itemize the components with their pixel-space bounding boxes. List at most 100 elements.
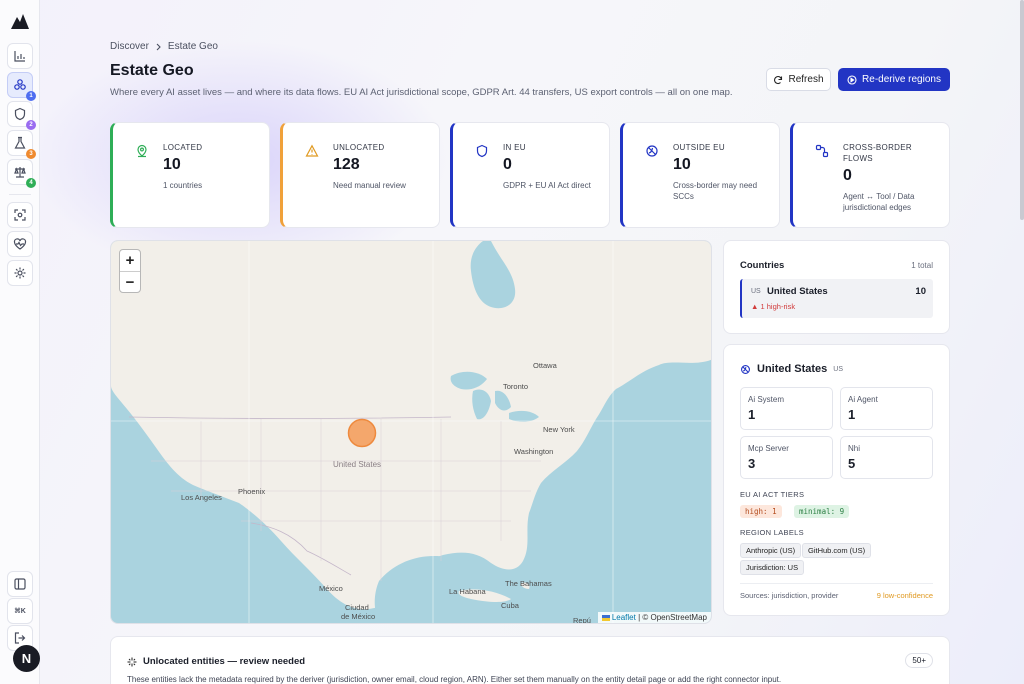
stat-card-outside-eu: OUTSIDE EU 10 Cross-border may need SCCs (620, 122, 780, 228)
map-label-mexico: México (319, 584, 343, 593)
command-palette-button[interactable]: ⌘K (7, 598, 33, 624)
detail-sources: Sources: jurisdiction, provider (740, 591, 839, 600)
page-subtitle: Where every AI asset lives — and where i… (110, 87, 733, 98)
sidebar: 1 2 3 4 ⌘K (0, 0, 40, 684)
sidebar-item-compliance[interactable]: 4 (7, 159, 36, 188)
map[interactable]: + − Ottawa Toronto New York Washington U… (110, 240, 712, 624)
unlocated-count-badge: 50+ (905, 653, 933, 668)
sidebar-item-estate[interactable]: 1 (7, 72, 36, 101)
tiers-title: EU AI ACT TIERS (740, 490, 805, 499)
gear-icon (14, 267, 26, 279)
flow-icon (815, 144, 829, 158)
map-label-los-angeles: Los Angeles (181, 493, 222, 502)
stat-card-in-eu: IN EU 0 GDPR + EU AI Act direct (450, 122, 610, 228)
region-label-chip: GitHub.com (US) (802, 543, 872, 558)
unlocated-title: Unlocated entities — review needed (127, 656, 305, 667)
map-label-new-york: New York (543, 425, 575, 434)
map-attribution: Leaflet | © OpenStreetMap (597, 612, 711, 623)
stat-sub: Cross-border may need SCCs (673, 181, 758, 201)
map-marker-united-states[interactable] (347, 418, 377, 448)
sidebar-item-lab[interactable]: 3 (7, 130, 36, 159)
zoom-in-button[interactable]: + (125, 252, 135, 269)
sidebar-collapse-button[interactable] (7, 571, 33, 597)
region-label-chip: Anthropic (US) (740, 543, 802, 558)
tile-value: 3 (748, 456, 756, 471)
leaflet-link[interactable]: Leaflet (611, 613, 636, 622)
zoom-out-button[interactable]: − (120, 271, 140, 292)
map-tiles (111, 241, 711, 623)
tile-label: Mcp Server (748, 444, 789, 453)
refresh-button[interactable]: Refresh (766, 68, 831, 91)
avatar[interactable]: N (13, 645, 40, 672)
country-name: United States (767, 286, 828, 297)
breadcrumb-discover[interactable]: Discover (110, 41, 149, 52)
sidebar-divider (9, 194, 31, 195)
scale-icon (14, 167, 26, 178)
stat-value: 10 (673, 156, 691, 173)
stat-card-located: LOCATED 10 1 countries (110, 122, 270, 228)
tile-label: Nhi (848, 444, 861, 453)
sidebar-item-health[interactable] (7, 231, 33, 257)
region-labels-title: REGION LABELS (740, 528, 804, 537)
tile-label: Ai Agent (848, 395, 878, 404)
zoom-control: + − (119, 249, 141, 293)
page-title: Estate Geo (110, 62, 194, 79)
stat-sub: Need manual review (333, 181, 406, 190)
map-label-united-states: United States (333, 460, 382, 469)
unlocated-panel: Unlocated entities — review needed 50+ T… (110, 636, 950, 684)
map-label-toronto: Toronto (503, 382, 529, 391)
map-label-ciudad: Ciudad (345, 603, 369, 612)
sidebar-item-shield[interactable]: 2 (7, 101, 36, 130)
tile-mcp-server: Mcp Server 3 (740, 436, 833, 479)
stat-label: OUTSIDE EU (673, 143, 725, 152)
stat-label: LOCATED (163, 143, 203, 152)
stat-value: 10 (163, 156, 181, 173)
chevron-right-icon (156, 43, 161, 50)
sidebar-badge: 3 (26, 149, 36, 159)
tile-ai-agent: Ai Agent 1 (840, 387, 933, 430)
tile-nhi: Nhi 5 (840, 436, 933, 479)
stat-sub: 1 countries (163, 181, 203, 190)
stat-label: UNLOCATED (333, 143, 385, 152)
refresh-icon (774, 75, 783, 84)
stat-value: 0 (843, 167, 852, 184)
map-pin-icon (137, 144, 147, 158)
mountain-logo-icon[interactable] (9, 11, 31, 31)
stat-sub: GDPR + EU AI Act direct (503, 181, 591, 190)
sidebar-item-analytics[interactable] (7, 43, 33, 69)
map-label-de-mexico: de México (341, 612, 376, 621)
country-count: 10 (915, 286, 926, 297)
countries-total: 1 total (911, 261, 933, 270)
osm-attribution[interactable]: | © OpenStreetMap (638, 613, 707, 622)
sidebar-item-scan[interactable] (7, 202, 33, 228)
scan-icon (14, 209, 26, 221)
country-detail-panel: United States US Ai System 1 Ai Agent 1 … (723, 344, 950, 616)
countries-title: Countries (740, 260, 785, 271)
rederive-regions-button[interactable]: Re-derive regions (838, 68, 950, 91)
unlocated-title-text: Unlocated entities — review needed (143, 656, 306, 667)
region-label-chip: Jurisdiction: US (740, 560, 805, 575)
page-scrollbar[interactable] (1020, 0, 1024, 220)
breadcrumb-estate-geo: Estate Geo (167, 41, 218, 52)
low-confidence-count[interactable]: 9 low-confidence (876, 591, 933, 600)
ukraine-flag-icon (601, 614, 610, 621)
detail-country: United States (757, 363, 828, 375)
play-circle-icon (847, 74, 857, 85)
stat-card-cross-border: CROSS-BORDER FLOWS 0 Agent ↔ Tool / Data… (790, 122, 950, 228)
tile-value: 1 (848, 407, 856, 422)
map-label-republic: Repú (573, 616, 591, 624)
stat-sub: Agent ↔ Tool / Data jurisdictional edges (843, 192, 915, 212)
tier-chip-high: high: 1 (740, 505, 782, 518)
refresh-label: Refresh (788, 74, 824, 85)
tile-ai-system: Ai System 1 (740, 387, 833, 430)
globe-icon (741, 364, 750, 374)
tile-value: 5 (848, 456, 856, 471)
breadcrumb: Discover Estate Geo (110, 41, 218, 52)
sidebar-item-settings[interactable] (7, 260, 33, 286)
logout-icon (14, 632, 26, 644)
detail-country-code: US (833, 365, 844, 373)
tier-chip-minimal: minimal: 9 (794, 505, 850, 518)
shield-icon (476, 144, 488, 158)
country-row-united-states[interactable]: US United States 10 ▲ 1 high-risk (740, 279, 933, 318)
map-label-washington: Washington (514, 447, 554, 456)
